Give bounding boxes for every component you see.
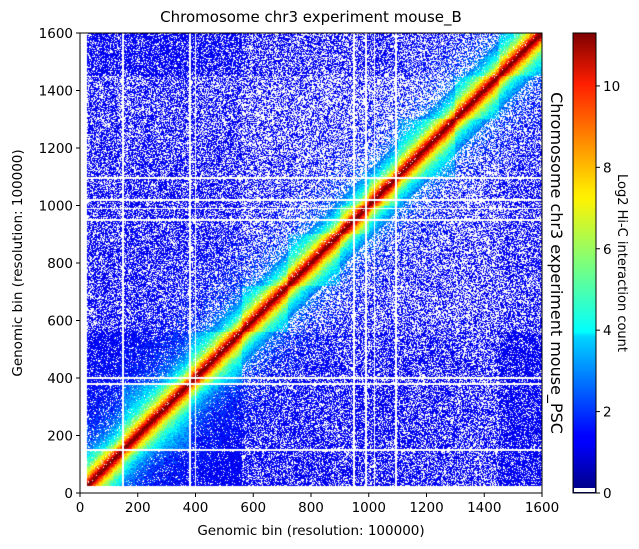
y-tick-label: 600	[47, 314, 73, 330]
colorbar-zero-band	[574, 488, 595, 492]
colorbar-tick-label: 2	[603, 405, 612, 421]
colorbar-label: Log2 Hi-C interaction count	[614, 174, 629, 352]
y-tick-label: 1000	[39, 199, 73, 215]
y-tick-label: 1400	[39, 84, 73, 100]
x-tick-label: 1400	[467, 500, 501, 516]
y-tick-label: 0	[64, 486, 73, 502]
x-tick-label: 400	[183, 500, 209, 516]
side-title: Chromosome chr3 experiment mouse_PSC	[546, 92, 566, 434]
y-axis: 0 200 400 600 800 1000 1200 1400 1600	[39, 26, 80, 502]
x-tick-label: 1200	[409, 500, 443, 516]
y-tick-label: 200	[47, 429, 73, 445]
colorbar-tick-label: 8	[603, 160, 612, 176]
y-tick-label: 800	[47, 256, 73, 272]
x-tick-label: 0	[76, 500, 85, 516]
x-axis: 0 200 400 600 800 1000 1200 1400 1600	[76, 493, 559, 516]
x-tick-label: 1600	[525, 500, 559, 516]
heatmap-area	[79, 32, 543, 494]
colorbar-gradient	[573, 33, 596, 493]
colorbar-frame	[572, 32, 597, 494]
x-tick-label: 800	[298, 500, 324, 516]
chart-title: Chromosome chr3 experiment mouse_B	[160, 8, 462, 27]
y-tick-label: 400	[47, 371, 73, 387]
y-tick-label: 1200	[39, 141, 73, 157]
x-axis-label: Genomic bin (resolution: 100000)	[197, 523, 424, 539]
x-tick-label: 200	[125, 500, 151, 516]
y-tick-label: 1600	[39, 26, 73, 42]
x-tick-label: 1000	[352, 500, 386, 516]
colorbar-tick-label: 10	[603, 79, 620, 95]
colorbar-tick-label: 6	[603, 242, 612, 258]
colorbar: 0 2 4 6 8 10	[572, 32, 620, 502]
colorbar-ticks: 0 2 4 6 8 10	[596, 79, 620, 502]
x-tick-label: 600	[240, 500, 266, 516]
colorbar-tick-label: 0	[603, 486, 612, 502]
y-axis-label: Genomic bin (resolution: 100000)	[10, 149, 26, 376]
colorbar-tick-label: 4	[603, 323, 612, 339]
heatmap-image	[80, 33, 542, 493]
